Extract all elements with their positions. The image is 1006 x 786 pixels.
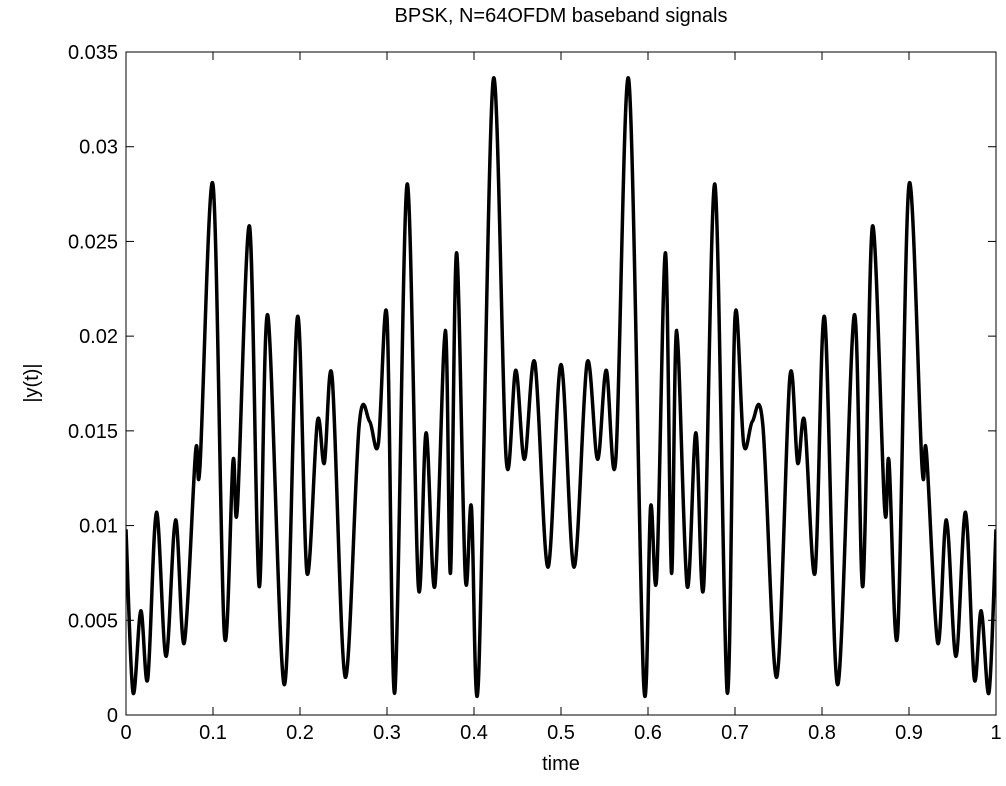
y-tick-label: 0: [107, 705, 118, 727]
y-tick-label: 0.025: [68, 231, 118, 253]
plot-area: [125, 51, 997, 716]
x-tick-label: 0.8: [808, 722, 836, 744]
x-tick-label: 0.3: [373, 722, 401, 744]
y-tick-label: 0.01: [79, 516, 118, 538]
chart-title: BPSK, N=64OFDM baseband signals: [395, 5, 728, 27]
x-tick-label: 0.6: [634, 722, 662, 744]
x-tick-label: 0.5: [547, 722, 575, 744]
y-tick-label: 0.02: [79, 326, 118, 348]
x-tick-label: 0.4: [460, 722, 488, 744]
x-axis-label: time: [542, 753, 580, 775]
y-tick-label: 0.035: [68, 42, 118, 64]
y-tick-label: 0.03: [79, 137, 118, 159]
y-tick-label: 0.015: [68, 421, 118, 443]
x-tick-label: 0: [120, 722, 131, 744]
x-tick-label: 0.9: [895, 722, 923, 744]
y-tick-label: 0.005: [68, 610, 118, 632]
x-tick-label: 0.7: [721, 722, 749, 744]
x-tick-label: 0.1: [199, 722, 227, 744]
x-tick-label: 0.2: [286, 722, 314, 744]
x-tick-label: 1: [990, 722, 1001, 744]
y-axis-label: |y(t)|: [21, 363, 43, 402]
signal-line: [126, 76, 996, 698]
